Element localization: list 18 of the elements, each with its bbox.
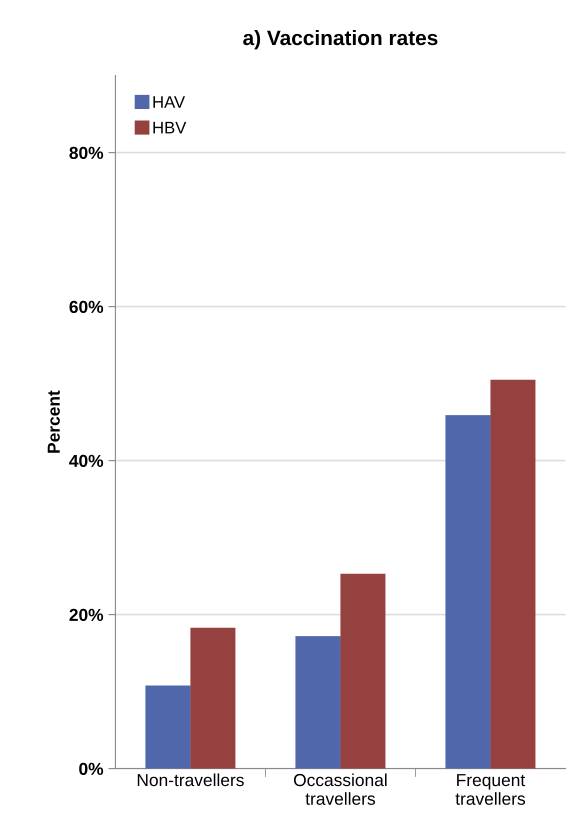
bar [340, 574, 386, 769]
x-tick-label: Non-travellers [138, 773, 244, 786]
y-axis-title: Percent [48, 390, 60, 453]
legend-label: HAV [153, 96, 186, 108]
bar [490, 380, 536, 769]
y-tick-label: 0% [79, 762, 104, 776]
y-tick-label: 20% [69, 608, 104, 622]
bar [145, 685, 190, 769]
y-tick-label: 40% [69, 454, 104, 468]
bar [190, 628, 236, 769]
chart-title: a) Vaccination rates [243, 30, 438, 50]
x-tick-label: Frequent travellers [456, 774, 526, 805]
y-tick-label: 60% [69, 300, 104, 314]
x-tick-label: Occassional travellers [294, 773, 387, 805]
legend-label: HBV [153, 122, 186, 134]
bar [445, 415, 490, 769]
y-tick-label: 80% [69, 146, 104, 160]
bar [295, 636, 340, 769]
